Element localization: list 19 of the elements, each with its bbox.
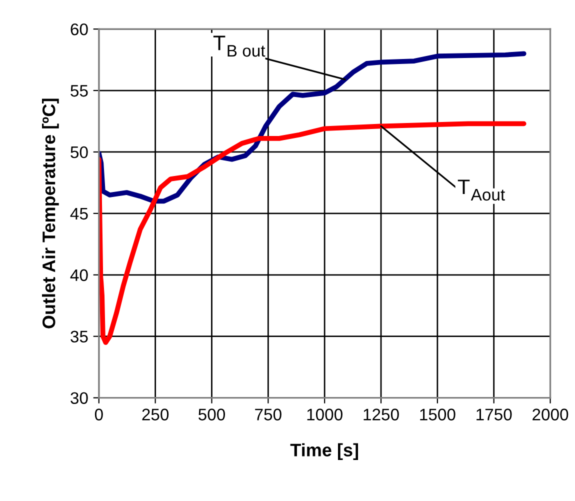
x-tick-label: 1750 — [476, 408, 512, 420]
y-tick-label: 45 — [70, 208, 88, 220]
x-tick-label: 250 — [142, 408, 169, 420]
x-tick-label: 2000 — [532, 408, 568, 420]
y-tick-label: 50 — [70, 146, 88, 158]
y-tick-label: 60 — [70, 23, 88, 36]
y-axis-title: Outlet Air Temperature [ºC] — [42, 98, 59, 328]
x-axis-title: Time [s] — [290, 443, 358, 460]
x-tick-label: 1000 — [307, 408, 342, 420]
y-tick-label: 40 — [70, 269, 88, 282]
line-series — [98, 121, 526, 345]
y-tick-label: 30 — [70, 392, 88, 404]
x-tick-label: 1500 — [420, 408, 456, 420]
x-tick-label: 500 — [198, 408, 225, 420]
x-tick-label: 0 — [94, 408, 103, 420]
y-tick-label: 35 — [70, 330, 88, 343]
x-tick-label: 1250 — [364, 408, 399, 420]
y-tick-label: 55 — [70, 85, 88, 97]
x-tick-label: 750 — [255, 408, 282, 420]
